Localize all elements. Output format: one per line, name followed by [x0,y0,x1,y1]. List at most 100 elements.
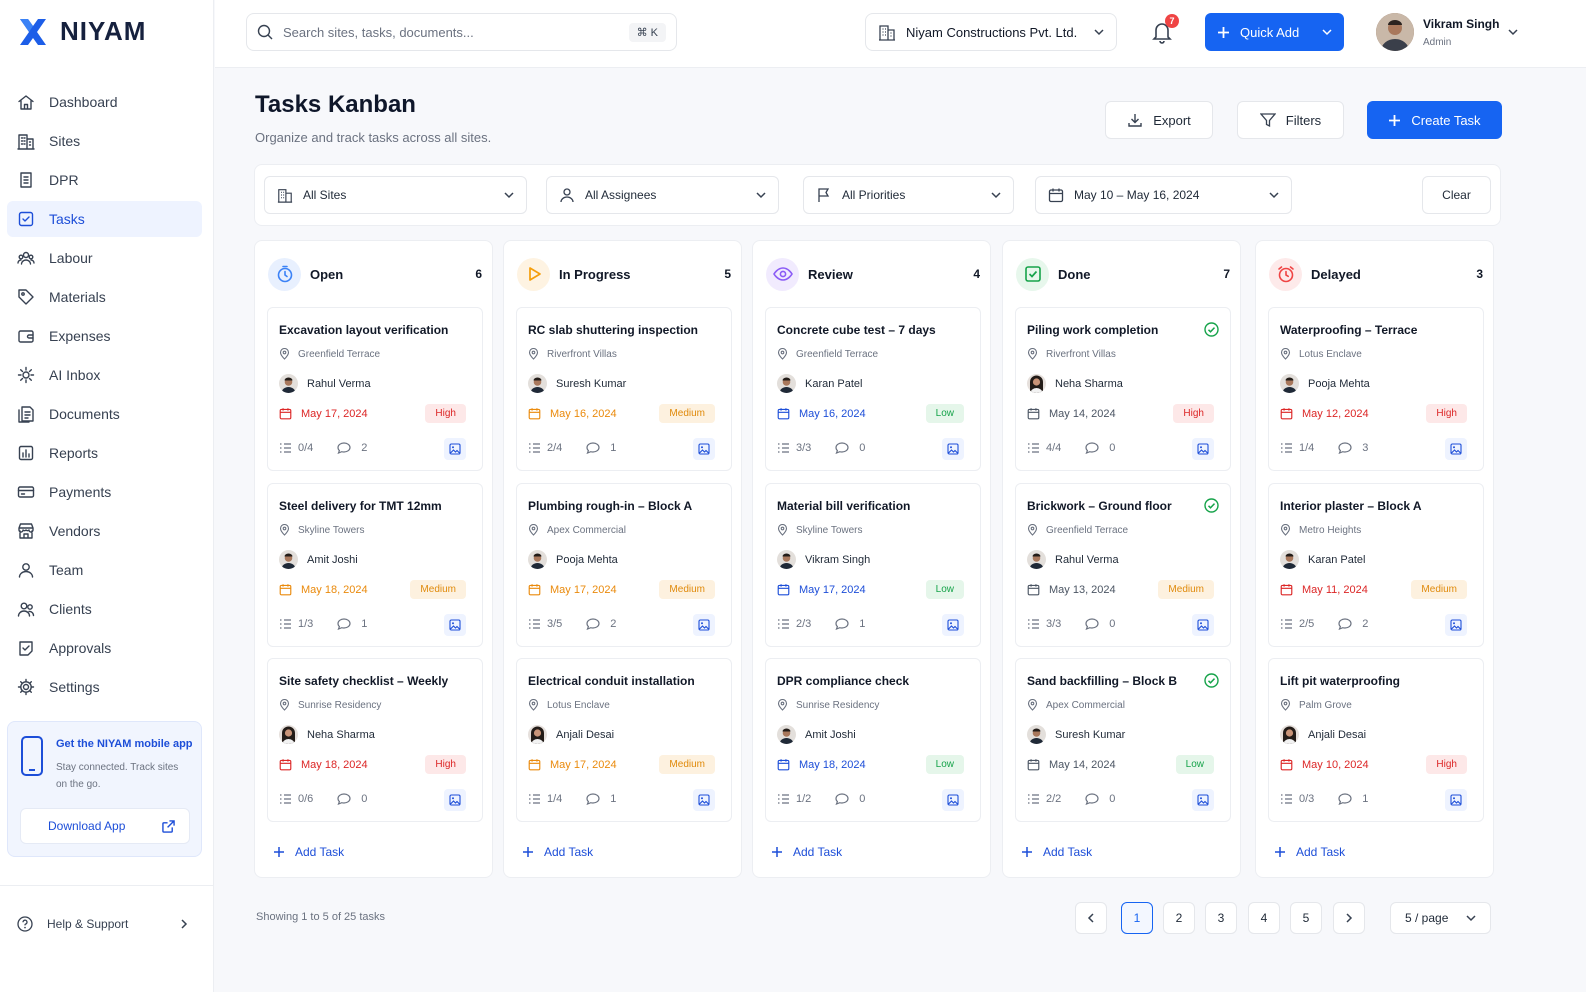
comment-count: 0 [1109,793,1116,805]
promo-text: Stay connected. Track sites on the go. [56,762,179,790]
column-status-icon [766,257,799,291]
task-card[interactable]: Piling work completion Riverfront Villas… [1015,307,1231,471]
report-icon [20,172,32,188]
page-button-3[interactable]: 3 [1205,902,1237,934]
page-button-2[interactable]: 2 [1163,902,1195,934]
sidebar-item-documents[interactable]: Documents [7,396,202,432]
attachment-button[interactable] [444,614,466,636]
task-card[interactable]: Lift pit waterproofing Palm Grove Anjali… [1268,658,1484,822]
add-task-button[interactable]: Add Task [273,845,344,859]
chevron-left-icon [1087,913,1094,923]
calendar-icon [528,759,541,771]
user-menu-chevron-icon[interactable] [1508,27,1518,37]
task-card[interactable]: Steel delivery for TMT 12mm Skyline Towe… [267,483,483,647]
help-support-link[interactable]: Help & Support [0,885,213,961]
page-button-4[interactable]: 4 [1248,902,1280,934]
search-input[interactable]: Search sites, tasks, documents... [283,24,474,40]
attachment-button[interactable] [1445,789,1467,811]
column-status-icon [1016,257,1049,291]
task-card[interactable]: RC slab shuttering inspection Riverfront… [516,307,732,471]
priority-filter-select[interactable]: All Priorities [803,176,1014,214]
attachment-button[interactable] [1445,438,1467,460]
next-page-button[interactable] [1333,902,1365,934]
attachment-button[interactable] [693,789,715,811]
assignee-filter-select[interactable]: All Assignees [546,176,779,214]
attachment-button[interactable] [942,438,964,460]
sidebar-item-clients[interactable]: Clients [7,591,202,627]
date-range-filter[interactable]: May 10 – May 16, 2024 [1035,176,1292,214]
task-card[interactable]: Concrete cube test – 7 days Greenfield T… [765,307,981,471]
site-filter-select[interactable]: All Sites [264,176,527,214]
column-header: Review 4 [766,257,980,291]
sidebar-item-materials[interactable]: Materials [7,279,202,315]
task-title: Lift pit waterproofing [1280,674,1400,688]
download-app-button[interactable]: Download App [20,808,190,844]
sidebar-item-dpr[interactable]: DPR [7,162,202,198]
brand-logo[interactable]: NIYAM [18,16,146,47]
sidebar-item-tasks[interactable]: Tasks [7,201,202,237]
image-icon [947,443,959,455]
page-button-5[interactable]: 5 [1290,902,1322,934]
image-icon [698,619,710,631]
attachment-button[interactable] [942,789,964,811]
task-card[interactable]: Interior plaster – Block A Metro Heights… [1268,483,1484,647]
sidebar-item-labour[interactable]: Labour [7,240,202,276]
attachment-button[interactable] [942,614,964,636]
sidebar-item-label: Labour [49,250,93,266]
task-card[interactable]: Electrical conduit installation Lotus En… [516,658,732,822]
column-count: 6 [475,267,482,281]
add-task-button[interactable]: Add Task [522,845,593,859]
filters-button[interactable]: Filters [1237,101,1344,139]
attachment-button[interactable] [693,614,715,636]
attachment-button[interactable] [1192,789,1214,811]
sidebar-item-sites[interactable]: Sites [7,123,202,159]
organization-selector[interactable]: Niyam Constructions Pvt. Ltd. [865,13,1117,51]
user-avatar[interactable] [1376,13,1414,51]
global-search[interactable]: Search sites, tasks, documents... ⌘ K [246,13,677,51]
attachment-button[interactable] [1192,614,1214,636]
sidebar-item-approvals[interactable]: Approvals [7,630,202,666]
attachment-button[interactable] [444,438,466,460]
sidebar-item-vendors[interactable]: Vendors [7,513,202,549]
add-task-button[interactable]: Add Task [1021,845,1092,859]
task-card[interactable]: Material bill verification Skyline Tower… [765,483,981,647]
attachment-button[interactable] [444,789,466,811]
page-size-select[interactable]: 5 / page [1390,902,1491,934]
attachment-button[interactable] [1192,438,1214,460]
quick-add-button[interactable]: Quick Add [1205,13,1344,51]
user-icon [18,563,34,578]
sidebar-item-expenses[interactable]: Expenses [7,318,202,354]
page-button-1[interactable]: 1 [1121,902,1153,934]
sidebar-item-team[interactable]: Team [7,552,202,588]
task-card[interactable]: Site safety checklist – Weekly Sunrise R… [267,658,483,822]
search-icon [257,24,273,40]
priority-badge: Low [925,755,964,774]
clear-filters-button[interactable]: Clear [1422,176,1491,214]
column-title: Done [1058,266,1091,282]
previous-page-button[interactable] [1075,902,1107,934]
attachment-button[interactable] [693,438,715,460]
sidebar-item-payments[interactable]: Payments [7,474,202,510]
sidebar-item-dashboard[interactable]: Dashboard [7,84,202,120]
sidebar-item-ai-inbox[interactable]: AI Inbox [7,357,202,393]
clock-icon [277,265,292,283]
task-card[interactable]: Waterproofing – Terrace Lotus Enclave Po… [1268,307,1484,471]
task-card[interactable]: Plumbing rough-in – Block A Apex Commerc… [516,483,732,647]
location-pin-icon [1027,699,1038,711]
task-card[interactable]: Excavation layout verification Greenfiel… [267,307,483,471]
sidebar-item-settings[interactable]: Settings [7,669,202,705]
task-card[interactable]: Brickwork – Ground floor Greenfield Terr… [1015,483,1231,647]
task-card[interactable]: DPR compliance check Sunrise Residency A… [765,658,981,822]
attachment-button[interactable] [1445,614,1467,636]
sidebar-item-reports[interactable]: Reports [7,435,202,471]
export-button[interactable]: Export [1105,101,1213,139]
flag-icon [818,188,830,202]
task-site-name: Sunrise Residency [796,699,880,711]
add-task-button[interactable]: Add Task [1274,845,1345,859]
task-card[interactable]: Sand backfilling – Block B Apex Commerci… [1015,658,1231,822]
add-task-button[interactable]: Add Task [771,845,842,859]
create-task-button[interactable]: Create Task [1367,101,1502,139]
task-title: Material bill verification [777,499,911,513]
location-pin-icon [528,524,539,536]
notifications-button[interactable]: 7 [1151,14,1179,44]
